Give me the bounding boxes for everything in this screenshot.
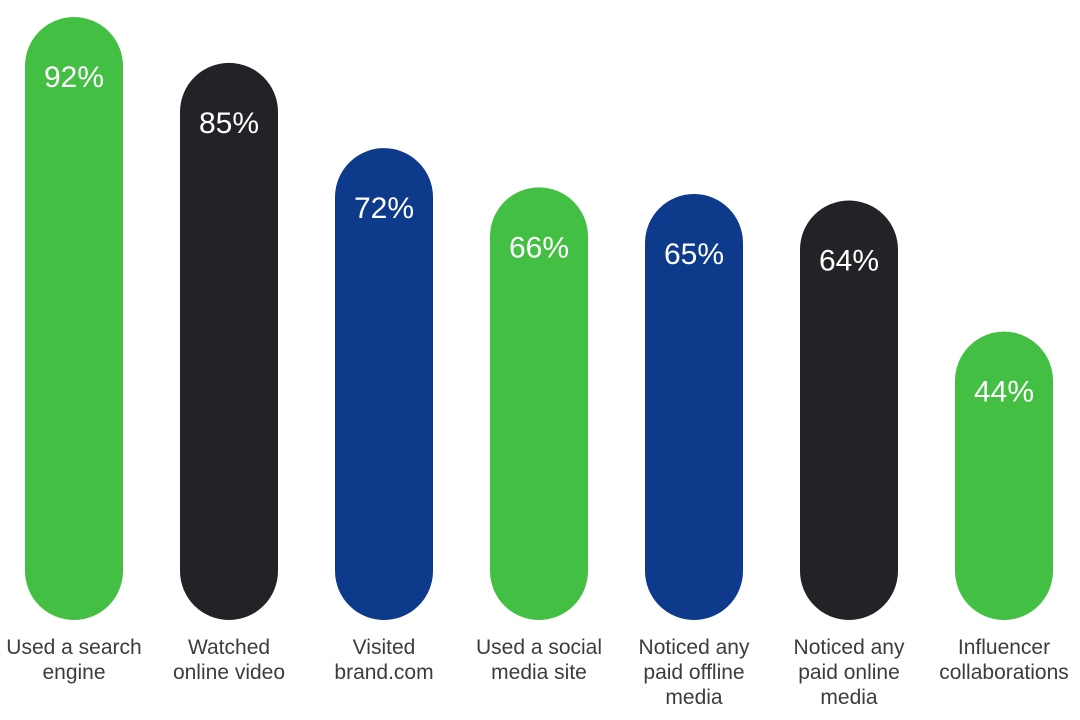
- category-label-line: Used a search: [6, 636, 141, 659]
- category-label-line: engine: [42, 661, 105, 684]
- bar: [490, 187, 588, 621]
- bar-group: 92% Used a search engine: [6, 17, 142, 684]
- data-label: 66%: [509, 231, 569, 264]
- data-label: 85%: [199, 107, 259, 140]
- bar-group: 85% Watched online video: [173, 62, 285, 684]
- bar: [645, 193, 743, 620]
- bar: [800, 200, 898, 621]
- category-label-line: Visited: [353, 636, 416, 659]
- bar-group: 44% Influencer collaborations: [939, 331, 1069, 684]
- category-label-line: collaborations: [939, 661, 1069, 684]
- category-label-line: Influencer: [958, 636, 1050, 659]
- bar-group: 65% Noticed any paid offline media: [639, 193, 750, 709]
- bar: [180, 62, 278, 621]
- data-label: 72%: [354, 192, 414, 225]
- category-label: Noticed any paid online media: [794, 636, 905, 709]
- category-label-line: paid online: [798, 661, 900, 684]
- category-label: Influencer collaborations: [939, 636, 1069, 684]
- category-label-line: Noticed any: [794, 636, 905, 659]
- data-label: 65%: [664, 238, 724, 271]
- bar-group: 66% Used a social media site: [476, 187, 602, 684]
- data-label: 92%: [44, 61, 104, 94]
- category-label-line: paid offline: [643, 661, 744, 684]
- data-label: 44%: [974, 376, 1034, 409]
- category-label: Used a search engine: [6, 636, 141, 684]
- category-label-line: media: [665, 686, 723, 709]
- bar: [335, 148, 433, 620]
- bar: [25, 17, 123, 620]
- data-label: 64%: [819, 245, 879, 278]
- category-label-line: Used a social: [476, 636, 602, 659]
- category-label-line: Watched: [188, 636, 270, 659]
- category-label: Watched online video: [173, 636, 285, 684]
- category-label-line: Noticed any: [639, 636, 750, 659]
- category-label-line: online video: [173, 661, 285, 684]
- category-label: Visited brand.com: [334, 636, 433, 684]
- category-label-line: media site: [491, 661, 587, 684]
- bar: [955, 331, 1053, 620]
- category-label-line: media: [820, 686, 878, 709]
- bar-group: 72% Visited brand.com: [334, 148, 434, 684]
- category-label: Noticed any paid offline media: [639, 636, 750, 709]
- category-label: Used a social media site: [476, 636, 602, 684]
- category-label-line: brand.com: [334, 661, 433, 684]
- bar-group: 64% Noticed any paid online media: [794, 200, 905, 709]
